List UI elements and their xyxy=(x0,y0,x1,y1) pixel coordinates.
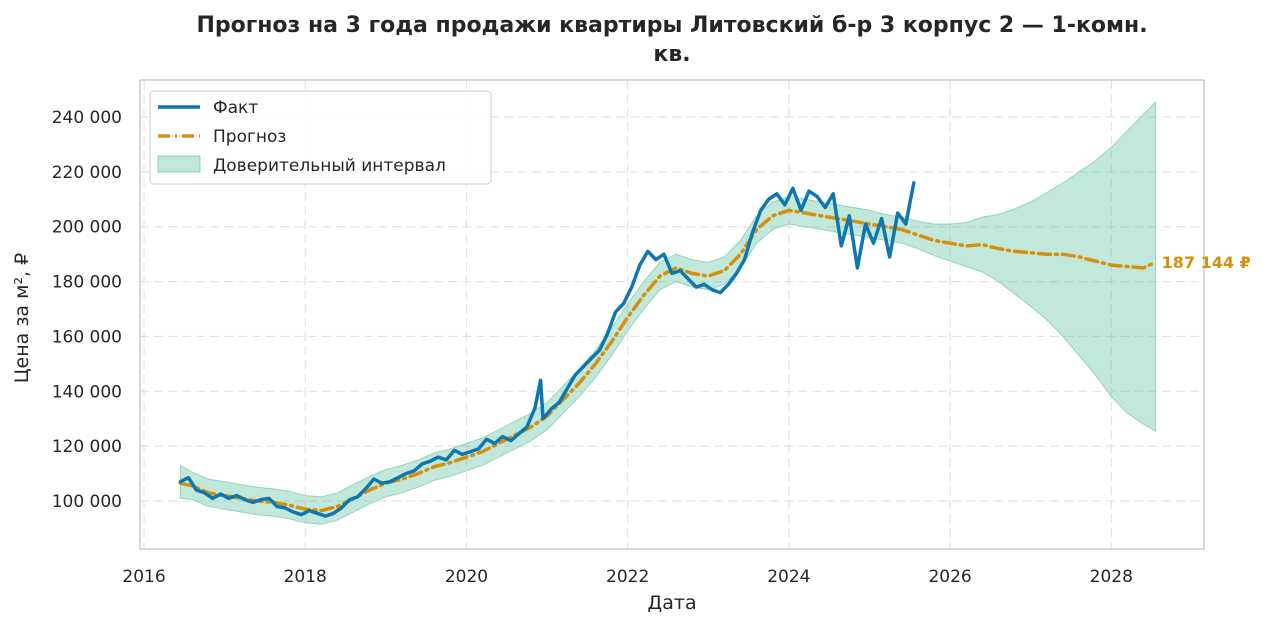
x-tick-label: 2024 xyxy=(767,567,810,587)
fact-series-line xyxy=(178,181,916,518)
legend-fact-label: Факт xyxy=(213,98,258,118)
chart-title-line-2: кв. xyxy=(653,42,690,67)
y-tick-label: 140 000 xyxy=(52,382,122,402)
chart-title-line-1: Прогноз на 3 года продажи квартиры Литов… xyxy=(196,13,1147,38)
x-tick-label: 2016 xyxy=(122,567,165,587)
y-tick-label: 200 000 xyxy=(52,218,122,238)
x-axis-label: Дата xyxy=(647,592,696,614)
y-tick-label: 240 000 xyxy=(52,108,122,128)
x-tick-label: 2020 xyxy=(445,567,488,587)
y-tick-label: 120 000 xyxy=(52,437,122,457)
confidence-interval-band xyxy=(179,100,1157,525)
legend-interval-swatch xyxy=(157,155,201,173)
y-axis-label: Цена за м², ₽ xyxy=(11,253,33,383)
y-tick-label: 180 000 xyxy=(52,273,122,293)
x-tick-label: 2018 xyxy=(284,567,327,587)
x-tick-label: 2022 xyxy=(606,567,649,587)
x-tick-label: 2028 xyxy=(1090,567,1133,587)
forecast-series-line xyxy=(178,208,1158,513)
plot-frame xyxy=(139,79,1205,550)
legend-forecast-label: Прогноз xyxy=(213,127,286,147)
legend-box xyxy=(149,90,492,185)
forecast-end-label: 187 144 ₽ xyxy=(1162,253,1251,272)
x-tick-label: 2026 xyxy=(928,567,971,587)
y-tick-label: 220 000 xyxy=(52,163,122,183)
legend-interval-label: Доверительный интервал xyxy=(213,156,446,176)
y-tick-label: 100 000 xyxy=(52,492,122,512)
y-tick-label: 160 000 xyxy=(52,327,122,347)
legend: Факт Прогноз Доверительный интервал xyxy=(149,90,492,185)
